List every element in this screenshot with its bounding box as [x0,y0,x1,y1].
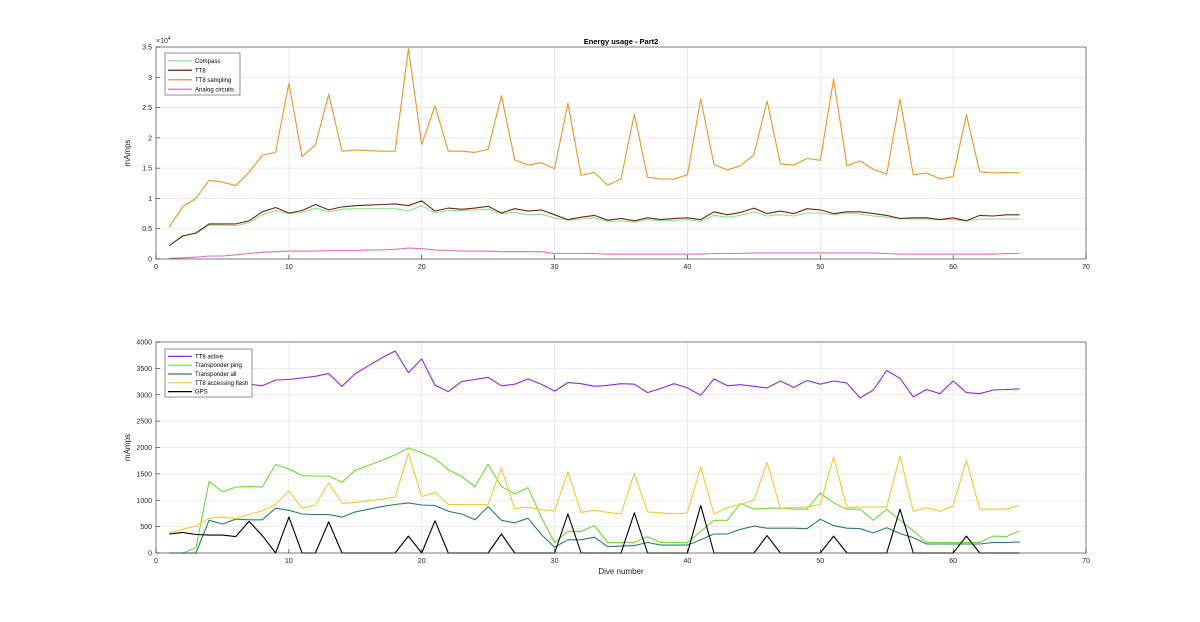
bottom-legend-label-0: TT8 active [195,354,224,360]
top-legend-label-0: Compass [195,59,220,65]
top-axes-frame [155,46,1087,260]
bottom-legend-label-3: TT8 accessing flash [195,381,248,387]
top-legend-label-1: TT8 [195,68,206,74]
top-ytick-label-2: 1 [148,196,152,203]
top-ytick-label-4: 2 [148,135,152,142]
top-ytick-label-3: 1.5 [142,166,152,173]
bottom-ytick-label-4: 2000 [136,445,152,452]
top-series-line-2 [168,48,1020,228]
top-xtick-label-2: 20 [418,264,426,271]
bottom-xtick-label-2: 20 [418,558,426,565]
top-chart-title: Energy usage - Part2 [584,37,659,46]
top-ytick-label-7: 3.5 [142,45,152,52]
bottom-series-line-3 [169,452,1020,534]
bottom-ytick-label-8: 4000 [136,340,152,347]
bottom-xtick-label-3: 30 [551,558,559,565]
bottom-ytick-label-0: 0 [148,551,152,558]
top-xtick-label-4: 40 [684,264,692,271]
top-series-line-3 [169,247,1020,259]
bottom-legend-label-4: GPS [195,390,208,396]
top-xtick-label-7: 70 [1082,264,1090,271]
bottom-ytick-label-7: 3500 [136,366,152,373]
top-y-axis-label: mAmps [123,139,132,166]
top-series-line-1 [168,200,1020,247]
top-xtick-label-0: 0 [154,264,158,271]
bottom-xtick-label-1: 10 [285,558,293,565]
top-ytick-label-5: 2.5 [142,105,152,112]
top-xtick-label-6: 60 [949,264,957,271]
bottom-ytick-label-6: 3000 [136,392,152,399]
bottom-legend-label-1: Transponder ping [195,363,242,369]
bottom-legend-label-2: Transponder all [195,372,236,378]
top-plot-area [156,47,1086,259]
top-series-line-0 [168,205,1020,247]
top-xtick-label-5: 50 [816,264,824,271]
bottom-xtick-label-7: 70 [1082,558,1090,565]
top-chart: 0 10 20 30 40 50 60 70 0 0.5 1 1.5 2 2.5 3 3.5 ×104 Energ… [123,36,1090,271]
top-legend-label-2: TT8 sampling [195,78,231,84]
bottom-ytick-label-5: 2500 [136,419,152,426]
bottom-series-line-1 [169,447,1020,554]
top-y-exponent-power: 4 [168,36,171,42]
bottom-xtick-label-0: 0 [154,558,158,565]
top-y-exponent: ×104 [156,36,171,45]
bottom-ytick-label-1: 500 [140,524,152,531]
top-ytick-label-6: 3 [148,75,152,82]
bottom-chart: 0 10 20 30 40 50 60 70 0 500 1000 1500 2000 2500 3000 3… [123,340,1090,577]
bottom-y-axis-label: mAmps [123,434,132,461]
top-legend-box [164,52,241,96]
bottom-series-line-2 [169,502,1020,554]
top-ytick-label-1: 0.5 [142,226,152,233]
top-xtick-label-3: 30 [551,264,559,271]
bottom-ytick-label-2: 1000 [136,498,152,505]
bottom-ytick-label-3: 1500 [136,471,152,478]
top-legend: Compass TT8 TT8 sampling Analog circuits [164,52,241,96]
bottom-xtick-label-5: 50 [816,558,824,565]
bottom-xtick-label-6: 60 [949,558,957,565]
bottom-xtick-label-4: 40 [684,558,692,565]
bottom-x-axis-label: Dive number [598,567,644,576]
bottom-legend: TT8 active Transponder ping Transponder al… [164,348,253,398]
bottom-series-line-0 [169,350,1020,399]
top-xtick-label-1: 10 [285,264,293,271]
top-legend-label-3: Analog circuits [195,87,234,93]
top-ytick-label-0: 0 [148,257,152,264]
